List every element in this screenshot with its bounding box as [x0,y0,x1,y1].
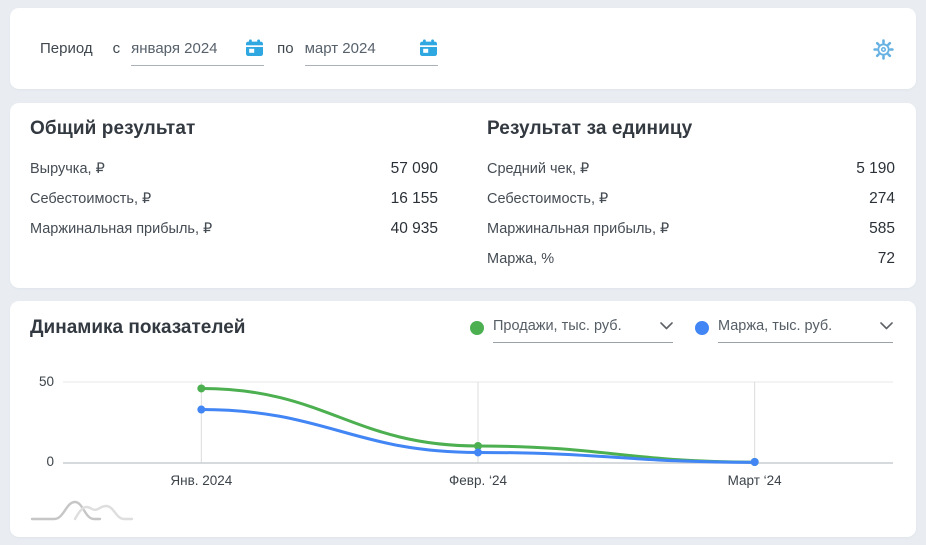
summary-row: Себестоимость, ₽ 274 [487,184,895,214]
period-row: Период с января 2024 по март 2024 [10,8,916,89]
metric-label: Выручка, ₽ [30,161,105,177]
gear-icon[interactable] [873,39,894,60]
summary-unit-title: Результат за единицу [487,118,693,139]
metric-label: Маржа, % [487,251,555,267]
sales-series-dropdown[interactable]: Продажи, тыс. руб. [493,318,673,343]
summary-total-title: Общий результат [30,118,196,139]
x-axis-label: Янв. 2024 [170,473,233,488]
x-axis-label: Март ‘24 [727,473,782,488]
summary-row: Маржа, % 72 [487,244,895,274]
metric-value: 5 190 [856,160,895,177]
y-axis-tick-0: 0 [46,454,54,469]
period-from-field[interactable]: января 2024 [131,39,265,66]
summary-row: Себестоимость, ₽ 16 155 [30,184,438,214]
metric-value: 585 [869,220,895,237]
metric-label: Средний чек, ₽ [487,161,590,177]
summary-total-section: Общий результат Выручка, ₽ 57 090 Себест… [30,118,438,244]
metric-label: Маржинальная прибыль, ₽ [487,221,670,237]
metric-label: Маржинальная прибыль, ₽ [30,221,213,237]
metric-value: 16 155 [390,190,438,207]
sales-series-dot [470,321,484,335]
series-selector-margin: Маржа, тыс. руб. [695,318,893,343]
period-to-value: март 2024 [304,39,376,57]
margin-series-dropdown[interactable]: Маржа, тыс. руб. [718,318,893,343]
line-chart [63,381,893,466]
metric-label: Себестоимость, ₽ [487,191,609,207]
x-axis-label: Февр. ‘24 [449,473,507,488]
summary-row: Маржинальная прибыль, ₽ 40 935 [30,214,438,244]
metric-value: 274 [869,190,895,207]
calendar-icon[interactable] [419,39,438,58]
summary-row: Маржинальная прибыль, ₽ 585 [487,214,895,244]
metric-value: 40 935 [390,220,438,237]
period-to-prefix: по [277,40,294,57]
period-from-prefix: с [112,40,121,57]
summary-unit-section: Результат за единицу Средний чек, ₽ 5 19… [487,118,895,274]
margin-series-dot [695,321,709,335]
metric-value: 72 [877,250,895,267]
metric-label: Себестоимость, ₽ [30,191,152,207]
trend-minimap-icon[interactable] [28,495,138,525]
period-to-field[interactable]: март 2024 [304,39,438,66]
x-axis-labels: Янв. 2024 Февр. ‘24 Март ‘24 [63,473,893,491]
y-axis-tick-50: 50 [38,374,54,389]
period-from-value: января 2024 [131,39,218,57]
series-selectors: Продажи, тыс. руб. Маржа, тыс. руб. [470,318,893,343]
period-panel: Период с января 2024 по март 2024 [10,8,916,89]
period-label: Период [40,40,93,57]
series-selector-sales: Продажи, тыс. руб. [470,318,673,343]
dynamics-panel: Динамика показателей Продажи, тыс. руб. … [10,301,916,537]
metric-value: 57 090 [390,160,438,177]
summary-panel: Общий результат Выручка, ₽ 57 090 Себест… [10,103,916,288]
summary-row: Выручка, ₽ 57 090 [30,154,438,184]
chevron-down-icon [880,322,893,330]
margin-series-label: Маржа, тыс. руб. [718,318,833,334]
summary-row: Средний чек, ₽ 5 190 [487,154,895,184]
chevron-down-icon [660,322,673,330]
calendar-icon[interactable] [245,39,264,58]
sales-series-label: Продажи, тыс. руб. [493,318,622,334]
dynamics-title: Динамика показателей [30,317,246,338]
